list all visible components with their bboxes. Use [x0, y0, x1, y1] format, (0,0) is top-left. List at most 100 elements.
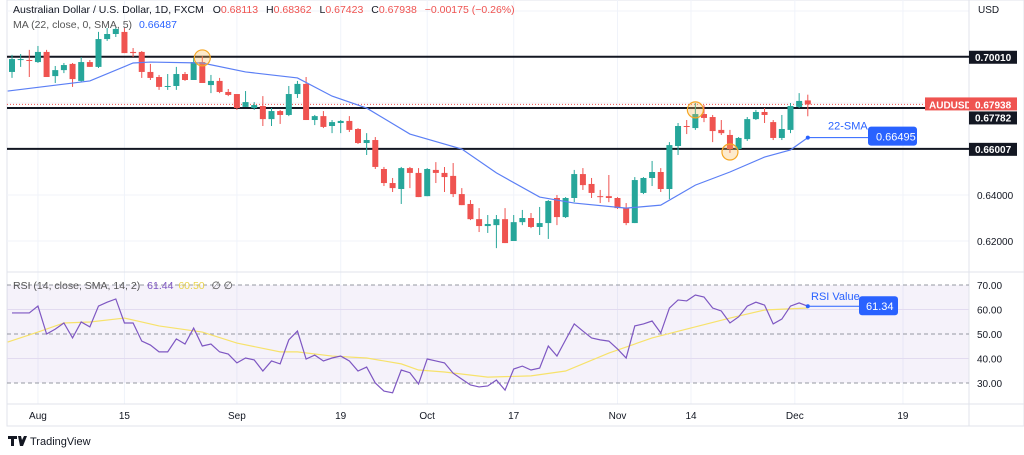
candle [311, 114, 318, 126]
candle-body [796, 100, 803, 107]
candle-body [692, 114, 699, 129]
rsi-callout-text: RSI Value [811, 291, 860, 303]
time-tick-label: 17 [508, 411, 520, 422]
rsi-tick-label: 50.00 [977, 330, 1002, 341]
candle [251, 102, 258, 110]
candle-body [225, 91, 232, 95]
candle-body [579, 174, 586, 186]
candle [363, 133, 370, 155]
candle [796, 93, 803, 109]
candle-body [277, 111, 284, 115]
candle-body [259, 105, 266, 120]
candle [242, 91, 249, 107]
candle-body [182, 74, 188, 80]
candle [519, 209, 526, 226]
rsi-tick-label: 60.00 [977, 306, 1002, 317]
candle-body [69, 63, 76, 80]
candle-body [34, 51, 41, 63]
candle [536, 206, 543, 236]
candle-body [78, 62, 85, 81]
candle [415, 168, 422, 198]
level-price-tag [969, 50, 1017, 64]
candle-body [242, 102, 249, 107]
symbol-tag-label: AUDUSD [929, 100, 972, 111]
candle-body [519, 218, 526, 223]
candle-body [484, 223, 491, 227]
axes: 0.64000 0.62000 70.00 60.00 50.00 40.00 30.00 A… [29, 191, 1014, 422]
time-tick-label: 15 [119, 411, 131, 422]
candle [182, 71, 188, 81]
tradingview-logo[interactable]: TradingView [8, 436, 91, 448]
candle-body [623, 208, 630, 224]
candle [86, 59, 93, 67]
candle-body [199, 62, 206, 83]
candle [303, 77, 310, 121]
candle-body [303, 83, 310, 121]
rsi-callout-box[interactable] [859, 296, 898, 316]
rsi-legend-extra: ∅ ∅ [212, 280, 233, 292]
candle-body [510, 222, 517, 241]
rsi-legend-value: 61.44 [147, 280, 173, 292]
candle [528, 212, 534, 229]
candle-body [355, 128, 361, 144]
candle-body [770, 122, 777, 138]
candle-body [657, 172, 664, 190]
candle-body [640, 177, 647, 193]
candle [718, 120, 725, 135]
tradingview-logo-icon [8, 436, 27, 446]
candle-body [112, 28, 119, 34]
candle-body [337, 120, 344, 124]
level-price-tag [969, 142, 1017, 156]
rsi-legend-label: RSI (14, close, SMA, 14, 2) [13, 280, 140, 292]
candle [164, 74, 171, 90]
candle-body [251, 105, 258, 109]
candle [259, 96, 266, 126]
candle [268, 108, 275, 126]
horizontal-levels[interactable]: 0.70010 0.67782 0.66007 AUDUSD 0.67938 [7, 50, 1017, 156]
candle-body [415, 172, 422, 198]
candle-body [329, 122, 336, 126]
candle [337, 120, 344, 134]
level-price-tag [969, 111, 1017, 125]
candle [432, 162, 439, 184]
legend-line-1: Australian Dollar / U.S. Dollar, 1D, FXC… [13, 4, 515, 16]
ma-legend[interactable]: MA (22, close, 0, SMA, 5) 0.66487 [13, 19, 177, 31]
time-tick-label: Dec [786, 411, 804, 422]
candle [225, 88, 232, 97]
candle [502, 208, 509, 244]
rsi-legend[interactable]: RSI (14, close, SMA, 14, 2) 61.44 60.50 … [13, 280, 233, 292]
highlight-circle [721, 143, 739, 161]
candle-body [43, 51, 50, 78]
candle-body [346, 120, 353, 130]
candle-body [285, 94, 292, 115]
candle [372, 137, 379, 170]
candle-body [156, 77, 163, 87]
candle-body [804, 100, 811, 105]
low-value: 0.67423 [325, 4, 363, 16]
candle-body [778, 128, 785, 138]
candle [9, 54, 15, 78]
candle-body [424, 169, 431, 197]
candle [588, 177, 595, 198]
candle [458, 188, 465, 206]
candle [666, 142, 673, 200]
candle-body [294, 83, 301, 95]
callouts: 22-SMA 0.66495 RSI Value 61.34 [805, 121, 917, 316]
candle [467, 200, 474, 221]
candle [562, 197, 569, 218]
candle-body [597, 196, 604, 198]
sma-callout-value: 0.66495 [876, 132, 916, 144]
time-tick-label: Aug [29, 411, 47, 422]
candle [744, 117, 751, 141]
candle [640, 177, 647, 195]
candle [476, 208, 483, 233]
open-label: O [213, 4, 221, 16]
candlestick-series [9, 27, 811, 249]
candle [26, 49, 33, 78]
sma-callout-box[interactable] [868, 126, 917, 146]
candle [770, 120, 777, 141]
candle [787, 103, 794, 134]
candle [484, 215, 491, 233]
time-tick-label: Oct [419, 411, 435, 422]
